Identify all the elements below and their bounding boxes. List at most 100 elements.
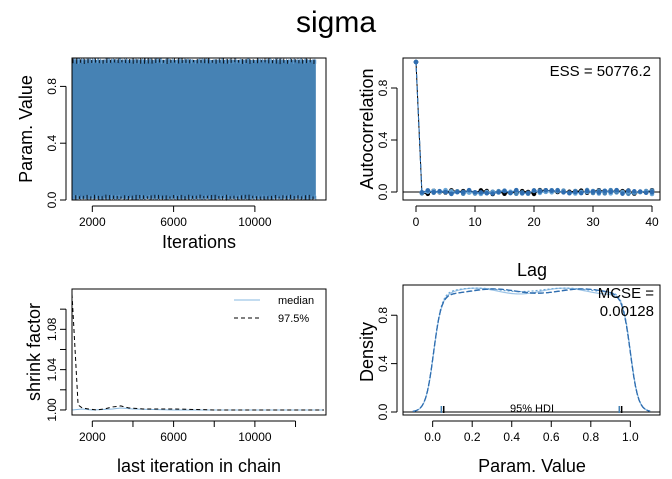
acf-point [531,188,537,193]
trace-ylabel: Param. Value [16,75,36,183]
shrink-factor-plot: 2000 6000 10000 1.001.041.08 median 97.5% … [24,288,327,476]
x-tick-label: 10000 [238,215,272,229]
acf-point [573,189,578,195]
acf-series-line [415,61,653,195]
acf-point [437,188,442,194]
x-tick-label: 6000 [160,215,187,229]
acf-point [502,188,507,194]
mcse-annotation-line1: MCSE = [598,285,655,302]
acf-point [537,189,543,194]
acf-point [472,189,478,195]
x-tick-label: 0.4 [503,430,520,444]
acf-point [514,187,519,193]
acf-point [543,188,549,193]
acf-point [590,189,596,194]
y-tick-label: 0.4 [376,131,390,148]
shrink-legend: median 97.5% [234,295,314,325]
y-tick-label: 0.8 [376,307,390,324]
acf-point [614,187,619,193]
acf-point [525,190,531,196]
x-tick-label: 30 [586,215,600,229]
x-tick-label: 0.2 [464,430,481,444]
y-tick-label: 1.08 [45,317,59,341]
acf-point [584,188,590,194]
acf-point [608,189,613,195]
legend-975-label: 97.5% [278,313,309,325]
y-tick-label: 0.0 [376,183,390,200]
acf-point [514,191,519,197]
x-tick-label: 2000 [79,215,106,229]
acf-point [443,189,448,195]
acf-point [637,189,643,194]
acf-point [478,190,484,195]
trace-plot-frame [71,57,327,201]
y-tick-label: 1.04 [45,358,59,382]
acf-series-line [415,61,653,195]
acf-point [431,189,437,195]
shrink-series-975 [71,294,324,411]
x-tick-label: 20 [527,215,541,229]
acf-point [626,188,631,193]
acf-plot-frame [402,57,661,201]
shrink-ylabel: shrink factor [24,303,44,401]
density-xlabel: Param. Value [478,456,586,476]
acf-point [632,189,637,194]
figure-title: sigma [296,6,376,39]
acf-point [555,188,560,193]
acf-point [508,190,513,196]
acf-point [425,188,431,193]
x-tick-label: 0.8 [582,430,599,444]
density-curve [412,288,651,412]
acf-point [413,59,419,65]
acf-series-line [415,61,653,195]
acf-point [455,189,460,195]
acf-point [419,189,425,195]
acf-ylabel: Autocorrelation [357,68,377,189]
acf-point [484,190,490,196]
x-tick-label: 6000 [160,430,187,444]
x-tick-label: 10 [468,215,482,229]
acf-point [496,189,501,195]
acf-point [602,188,608,194]
legend-median-label: median [278,295,314,307]
trace-band [72,60,316,199]
y-tick-label: 0.4 [45,135,59,152]
trace-plot: 2000 6000 10000 0.0 0.4 0.8 Iterations Param… [16,57,327,252]
x-tick-label: 2000 [79,430,106,444]
shrink-plot-frame [71,288,327,416]
y-tick-label: 0.0 [45,191,59,208]
ess-annotation: ESS = 50776.2 [550,63,651,80]
acf-point [620,191,625,196]
x-tick-label: 0.6 [543,430,560,444]
y-tick-label: 0.8 [45,78,59,95]
acf-point [561,190,566,195]
acf-point [466,187,472,193]
x-tick-label: 0.0 [424,430,441,444]
acf-point [643,190,649,196]
x-tick-label: 10000 [238,430,272,444]
hdi-label: 95% HDI [510,403,554,415]
acf-point [567,190,572,196]
density-plot: 0.0 0.2 0.4 0.6 0.8 1.0 0.0 0.4 0.8 95% HDI MCS… [357,284,661,476]
mcse-annotation-line2: 0.00128 [600,303,654,320]
density-curve [412,287,651,412]
shrink-xlabel: last iteration in chain [117,456,281,476]
acf-point [578,190,584,196]
x-tick-label: 1.0 [622,430,639,444]
acf-point [449,191,454,197]
acf-point [549,188,554,194]
acf-series-line [415,61,653,195]
x-tick-label: 0 [413,215,420,229]
acf-point [596,190,602,195]
x-tick-label: 40 [645,215,659,229]
y-tick-label: 1.00 [45,398,59,422]
acf-point [519,190,525,196]
trace-xlabel: Iterations [162,232,236,252]
acf-point [460,189,466,195]
autocorrelation-plot: 0 10 20 30 40 0.0 0.4 0.8 ESS = 50776.2 Lag Au… [357,57,661,280]
density-ylabel: Density [357,322,377,382]
acf-xlabel: Lag [517,260,547,280]
trace-series [71,58,317,201]
y-tick-label: 0.0 [376,403,390,420]
